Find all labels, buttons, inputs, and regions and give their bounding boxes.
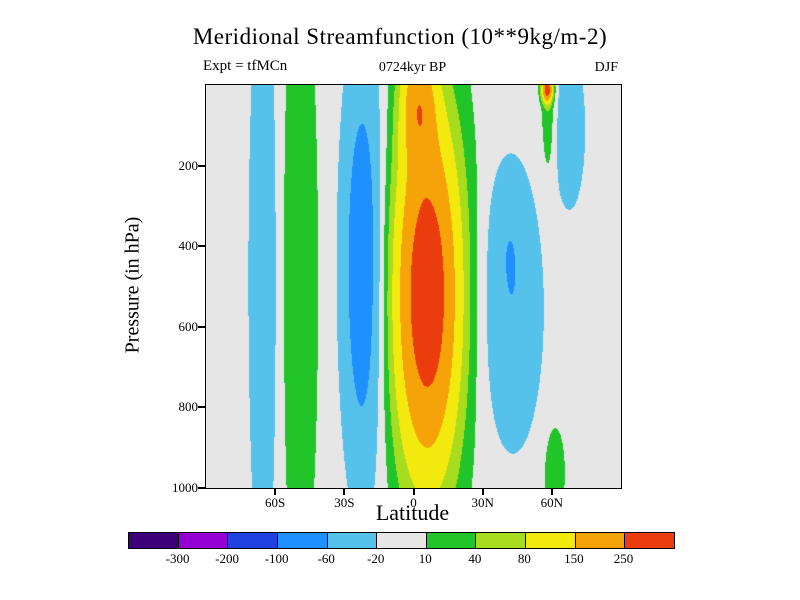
y-tick-label: 200	[178, 157, 199, 173]
colorbar-segment	[625, 533, 675, 548]
colorbar-labels: -300 -200 -100 -60 -20 10 40 80 150 250	[128, 551, 673, 569]
colorbar-boundary-label: 250	[613, 551, 634, 566]
colorbar-segment	[526, 533, 576, 548]
colorbar	[128, 532, 675, 549]
x-tick-label: 0	[410, 495, 417, 510]
y-tick-label: 400	[178, 238, 199, 254]
colorbar-boundary-label: -300	[165, 551, 190, 566]
colorbar-boundary-label: 80	[517, 551, 531, 566]
chart-title: Meridional Streamfunction (10**9kg/m-2)	[192, 24, 608, 49]
x-tick-label: 30N	[471, 495, 494, 510]
y-tick-label: 1000	[172, 480, 198, 495]
colorbar-boundary-label: -100	[264, 551, 289, 566]
x-axis-title: Latitude	[375, 500, 450, 525]
time-label: 0724kyr BP	[378, 60, 447, 75]
y-tick-mark	[198, 245, 206, 248]
colorbar-segment	[178, 533, 229, 548]
y-tick-mark	[198, 406, 206, 409]
y-tick-mark	[198, 487, 206, 489]
x-tick-mark	[550, 489, 553, 495]
plot-area: 200 400 600 800 1000 60S 30S 0 30N 60N	[172, 84, 622, 510]
season-label: DJF	[594, 60, 618, 75]
experiment-label: Expt = tfMCn	[203, 58, 288, 74]
x-tick-mark	[274, 489, 277, 495]
colorbar-boundary-label: 150	[564, 551, 584, 566]
y-tick-mark	[198, 164, 206, 167]
colorbar-boundary-label: -200	[215, 551, 239, 566]
colorbar-segment	[377, 533, 427, 548]
x-tick-mark	[481, 489, 484, 495]
contour-field-canvas	[206, 85, 621, 488]
colorbar-segment	[426, 533, 477, 548]
colorbar-boundary-label: -20	[367, 551, 385, 566]
y-tick-label: 600	[178, 318, 199, 334]
colorbar-boundary-label: -60	[317, 551, 335, 566]
colorbar-segment	[277, 533, 328, 548]
y-axis-title: Pressure (in hPa)	[121, 216, 144, 354]
y-tick-mark	[198, 325, 206, 328]
x-tick-mark	[412, 489, 415, 495]
y-tick-label: 800	[178, 399, 199, 415]
colorbar-segment	[129, 533, 179, 548]
colorbar-segment	[327, 533, 378, 548]
x-tick-label: 30S	[334, 495, 355, 510]
x-tick-label: 60S	[265, 495, 286, 510]
colorbar-segment	[575, 533, 626, 548]
colorbar-segment	[476, 533, 527, 548]
x-tick-label: 60N	[540, 495, 564, 510]
colorbar-boundary-label: 40	[468, 551, 482, 566]
colorbar-boundary-label: 10	[418, 551, 432, 566]
x-tick-mark	[343, 489, 346, 495]
colorbar-segment	[228, 533, 278, 548]
